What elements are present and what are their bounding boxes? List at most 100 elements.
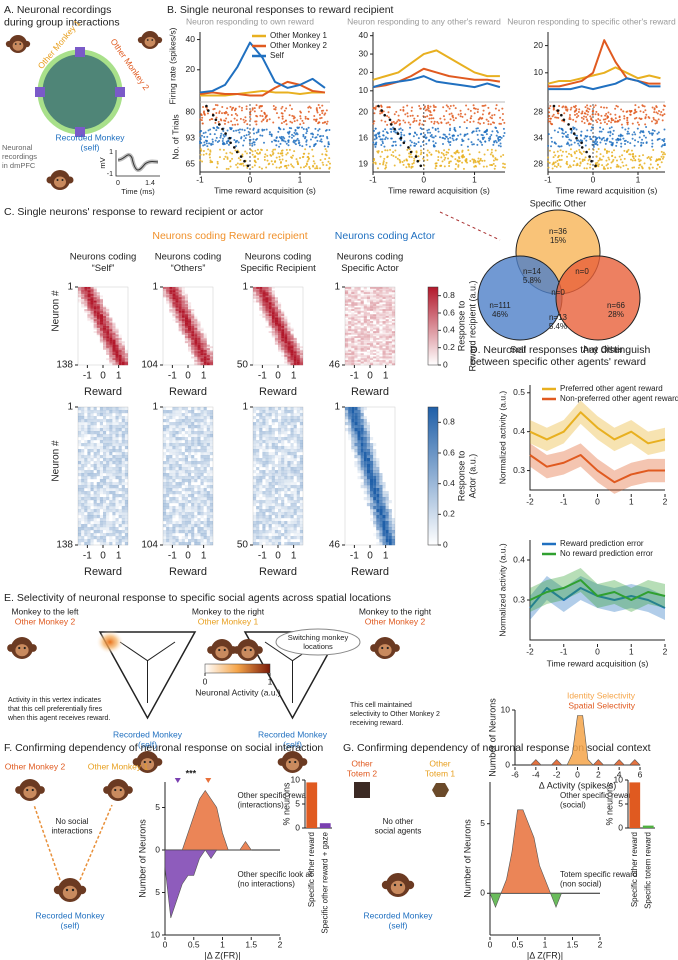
seat (35, 87, 45, 97)
heatmap-cell (96, 329, 100, 332)
raster-dot (280, 152, 283, 155)
heatmap-cell (203, 361, 207, 364)
heatmap-cell (90, 539, 94, 543)
heatmap-cell (259, 298, 263, 301)
raster-dot (582, 117, 585, 120)
heatmap-cell (106, 524, 110, 528)
raster-dot (234, 149, 237, 152)
heatmap-cell (268, 314, 272, 317)
heatmap-cell (121, 479, 125, 483)
heatmap-cell (166, 500, 170, 504)
raster-dot (482, 138, 485, 141)
raster-dot (599, 122, 602, 125)
heatmap-cell (103, 307, 107, 310)
heatmap-cell (96, 314, 100, 317)
heatmap-cell (84, 300, 88, 303)
heatmap-cell (188, 452, 192, 456)
heatmap-cell (191, 434, 195, 438)
heatmap-cell (354, 314, 358, 317)
heatmap-cell (206, 361, 210, 364)
monkey-eye (149, 760, 152, 764)
heatmap-cell (121, 425, 125, 429)
heatmap-cell (360, 324, 364, 327)
heatmap-cell (99, 437, 103, 441)
heatmap-cell (278, 331, 282, 333)
raster-dot (251, 142, 254, 145)
heatmap-cell (124, 518, 128, 522)
raster-dot (459, 109, 462, 112)
heatmap-cell (290, 356, 294, 359)
raster-dot (459, 133, 462, 136)
heatmap-cell (169, 479, 173, 483)
raster-dot (607, 156, 610, 159)
heatmap-cell (121, 437, 125, 441)
raster-dot (617, 134, 620, 137)
heatmap-cell (278, 305, 282, 308)
raster-dot (589, 166, 592, 169)
heatmap-cell (178, 324, 182, 327)
heatmap-cell (99, 309, 103, 311)
heatmap-cell (274, 337, 278, 340)
legend-label: Other Monkey 1 (270, 31, 327, 40)
heatmap-cell (287, 349, 291, 352)
raster-dot (641, 167, 644, 170)
heatmap-cell (197, 425, 201, 429)
heatmap-cell (166, 449, 170, 453)
heatmap-cell (103, 342, 107, 345)
heatmap-cell (188, 434, 192, 438)
heatmap-cell (191, 344, 195, 347)
raster-dot (252, 141, 255, 144)
heatmap-cell (391, 309, 395, 311)
raster-dot (609, 113, 612, 116)
heatmap-cell (357, 331, 361, 333)
heatmap-cell (360, 298, 364, 301)
label: Monkey to the right (359, 606, 432, 616)
heatmap-cell (163, 530, 167, 534)
raster-dot (374, 134, 377, 137)
raster-dot (566, 133, 569, 136)
raster-dot (611, 143, 614, 146)
raster-dot (487, 123, 490, 126)
raster-dot (570, 106, 573, 109)
raster-dot (448, 123, 451, 126)
raster-dot (391, 144, 394, 147)
heatmap-cell (172, 310, 176, 313)
heatmap-cell (112, 425, 116, 429)
raster-dot (226, 107, 229, 110)
heatmap-cell (379, 363, 383, 366)
raster-dot (323, 145, 326, 148)
heatmap-cell (84, 527, 88, 531)
heatmap-cell (388, 334, 392, 337)
heatmap-cell (96, 295, 100, 298)
raster-dot (209, 128, 212, 131)
heatmap-cell (103, 339, 107, 342)
raster-dot (494, 139, 497, 142)
heatmap-cell (166, 488, 170, 492)
heatmap-cell (99, 315, 103, 318)
raster-dot (443, 154, 446, 157)
heatmap-cell (188, 303, 192, 306)
raster-dot (464, 133, 467, 136)
heatmap-cell (112, 339, 116, 342)
heatmap-cell (360, 336, 364, 339)
heatmap-cell (109, 419, 113, 423)
raster-dot (631, 133, 634, 136)
raster-dot (663, 137, 666, 140)
heatmap-cell (278, 332, 282, 335)
heatmap-cell (197, 500, 201, 504)
raster-dot (648, 132, 651, 135)
heatmap-cell (357, 361, 361, 364)
raster-dot (476, 108, 479, 111)
heatmap-cell (118, 521, 122, 525)
heatmap-cell (209, 521, 213, 525)
heatmap-cell (370, 305, 374, 308)
raster-dot (424, 134, 427, 137)
colorbar-tick-label: 0.6 (443, 447, 455, 457)
heatmap-cell (188, 512, 192, 516)
raster-dot (219, 136, 222, 139)
heatmap-cell (93, 518, 97, 522)
raster-dot (296, 137, 299, 140)
heatmap-cell (370, 332, 374, 335)
heatmap-cell (278, 319, 282, 322)
heatmap-cell (385, 320, 389, 323)
